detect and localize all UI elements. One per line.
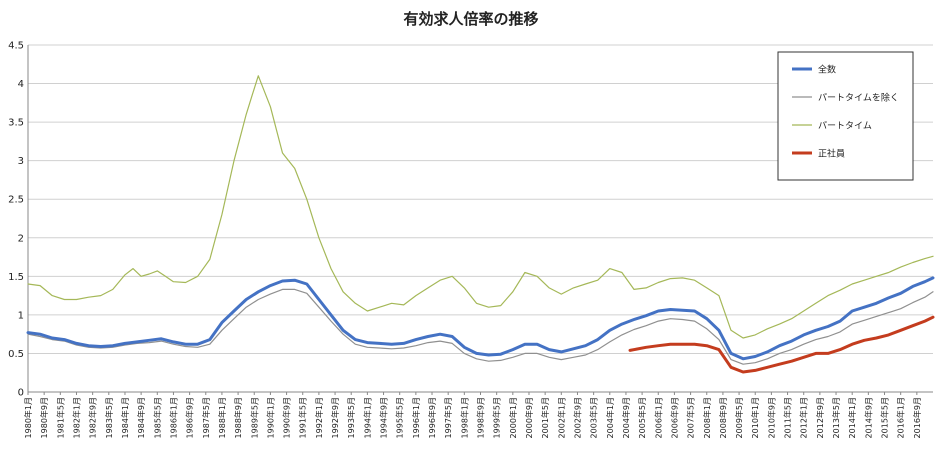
x-tick-label: 1983年5月: [104, 397, 114, 438]
x-tick-label: 2007年5月: [686, 397, 696, 438]
x-tick-label: 1984年9月: [136, 397, 146, 438]
x-tick-label: 1999年5月: [492, 397, 502, 438]
x-tick-label: 1982年1月: [71, 397, 81, 438]
x-tick-label: 1990年9月: [282, 397, 292, 438]
y-tick-label: 1.5: [8, 272, 24, 283]
x-tick-label: 1984年1月: [120, 397, 130, 438]
x-tick-label: 1996年9月: [427, 397, 437, 438]
y-tick-label: 0: [18, 388, 24, 399]
series-line-2: [27, 75, 934, 339]
series-line-3: [628, 315, 935, 374]
y-tick-label: 3.5: [8, 118, 24, 129]
x-tick-label: 1988年9月: [233, 397, 243, 438]
x-tick-label: 1994年1月: [362, 397, 372, 438]
series-line-0: [26, 276, 935, 361]
chart-title: 有効求人倍率の推移: [403, 10, 538, 28]
x-tick-label: 1994年9月: [379, 397, 389, 438]
y-axis: 0 0.5 1 1.5 2 2.5 3 3.5 4 4.5: [8, 41, 24, 399]
x-tick-label: 1997年5月: [443, 397, 453, 438]
y-tick-label: 4: [18, 79, 24, 90]
legend-label: 全数: [818, 64, 836, 76]
legend-label: パートタイムを除く: [818, 92, 899, 104]
x-tick-label: 2016年9月: [912, 397, 922, 438]
x-tick-label: 2008年9月: [718, 397, 728, 438]
x-tick-label: 1980年1月: [23, 397, 33, 438]
x-tick-label: 1998年9月: [476, 397, 486, 438]
x-tick-label: 1993年5月: [346, 397, 356, 438]
series-line-1: [27, 288, 934, 365]
x-tick-label: 2013年5月: [831, 397, 841, 438]
x-tick-label: 1987年5月: [201, 397, 211, 438]
x-tick-label: 2001年5月: [540, 397, 550, 438]
x-tick-label: 2016年1月: [896, 397, 906, 438]
x-tick-label: 2000年9月: [524, 397, 534, 438]
x-tick-label: 2006年9月: [669, 397, 679, 438]
x-tick-label: 1985年5月: [152, 397, 162, 438]
y-tick-label: 1: [18, 310, 24, 321]
x-tick-label: 2008年1月: [702, 397, 712, 438]
y-tick-label: 2: [18, 233, 24, 244]
x-tick-label: 2002年9月: [572, 397, 582, 438]
y-tick-label: 0.5: [8, 349, 24, 360]
x-tick-label: 2012年1月: [799, 397, 809, 438]
x-tick-label: 1998年1月: [459, 397, 469, 438]
x-tick-label: 2010年9月: [766, 397, 776, 438]
x-tick-label: 1991年5月: [298, 397, 308, 438]
y-tick-label: 4.5: [8, 41, 24, 52]
x-tick-label: 1986年1月: [168, 397, 178, 438]
x-tick-label: 1992年9月: [330, 397, 340, 438]
x-tick-label: 2011年5月: [783, 397, 793, 438]
x-tick-label: 1995年5月: [395, 397, 405, 438]
x-tick-label: 1980年9月: [39, 397, 49, 438]
legend-box: [777, 51, 914, 181]
x-tick-label: 2003年5月: [589, 397, 599, 438]
x-tick-label: 1988年1月: [217, 397, 227, 438]
x-tick-label: 2004年1月: [605, 397, 615, 438]
x-tick-label: 2005年5月: [637, 397, 647, 438]
plot-area: [26, 75, 935, 374]
x-tick-label: 1986年9月: [185, 397, 195, 438]
x-tick-label: 1990年1月: [265, 397, 275, 438]
x-tick-label: 2012年9月: [815, 397, 825, 438]
x-tick-label: 2015年5月: [880, 397, 890, 438]
legend-label: 正社員: [818, 148, 845, 160]
x-tick-label: 2014年9月: [863, 397, 873, 438]
x-tick-label: 2006年1月: [653, 397, 663, 438]
x-tick-label: 2000年1月: [508, 397, 518, 438]
x-tick-label: 1982年9月: [88, 397, 98, 438]
x-tick-label: 2002年1月: [556, 397, 566, 438]
x-tick-label: 1981年5月: [55, 397, 65, 438]
y-tick-label: 3: [18, 156, 24, 167]
x-tick-label: 1992年1月: [314, 397, 324, 438]
x-tick-label: 2009年5月: [734, 397, 744, 438]
x-tick-label: 1996年1月: [411, 397, 421, 438]
x-tick-label: 2014年1月: [847, 397, 857, 438]
y-tick-label: 2.5: [8, 195, 24, 206]
x-axis: 1980年1月 1980年9月 1981年5月 1982年1月 1982年9月 1983年…: [23, 392, 922, 438]
x-tick-label: 2010年1月: [750, 397, 760, 438]
x-tick-label: 2004年9月: [621, 397, 631, 438]
x-tick-label: 1989年5月: [249, 397, 259, 438]
grid: [27, 44, 933, 393]
legend-label: パートタイム: [818, 121, 872, 132]
